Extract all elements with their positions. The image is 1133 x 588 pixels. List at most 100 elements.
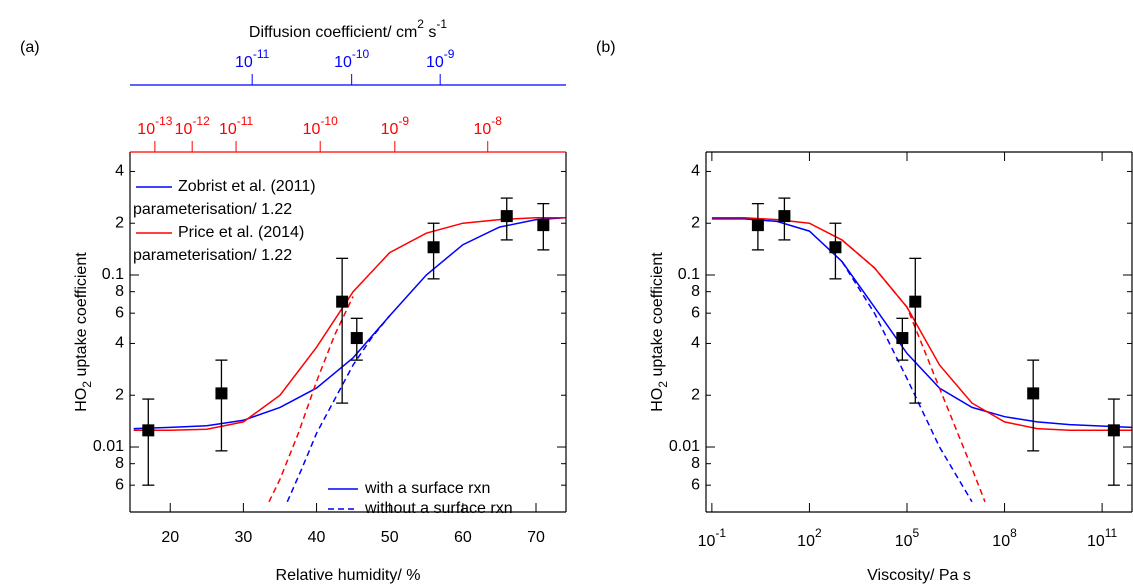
legend-label: parameterisation/ 1.22: [133, 247, 292, 264]
y-axis-label-part: 2: [656, 381, 670, 388]
data-point: [350, 332, 363, 345]
y-tick-label: 8: [115, 455, 124, 472]
x-tick-label-part: 8: [1010, 526, 1017, 540]
x-tick-label-part: 10: [895, 533, 913, 550]
x-tick-label: 1011: [1087, 526, 1118, 550]
x-tick-label-part: 10: [992, 533, 1010, 550]
data-point: [142, 424, 155, 437]
y-axis-label-part: uptake coefficient: [649, 252, 666, 381]
top-axis-tick-label-part: -11: [253, 47, 270, 61]
x-tick-label-part: 5: [913, 526, 920, 540]
legend-label: Zobrist et al. (2011): [178, 178, 316, 195]
model-curve: [133, 217, 566, 432]
model-curve: [841, 261, 973, 503]
model-curve: [841, 239, 986, 503]
top-axis-tick-label-part: 10: [426, 54, 444, 71]
y-tick-label: 0.1: [678, 266, 700, 283]
x-tick-label: 105: [895, 526, 920, 550]
top-axis-title-part: s: [424, 24, 436, 41]
top-axis-tick-label-part: -10: [352, 47, 370, 61]
data-point: [427, 241, 440, 254]
y-tick-label: 6: [115, 304, 124, 321]
y-axis-label: HO2 uptake coefficient: [73, 252, 94, 412]
top-axis-title: Diffusion coefficient/ cm2 s-1: [249, 17, 448, 41]
data-point: [778, 210, 791, 223]
top-axis-tick-label-part: -13: [155, 114, 173, 128]
x-axis-label: Viscosity/ Pa s: [867, 567, 971, 584]
top-axis-tick-label: 10-8: [473, 114, 502, 138]
top-axis-tick-label: 10-12: [175, 114, 210, 138]
top-axis-tick-label: 10-11: [235, 47, 270, 71]
top-axis-tick-label-part: 10: [381, 121, 399, 138]
y-axis-label: HO2 uptake coefficient: [649, 252, 670, 412]
data-point: [909, 295, 922, 308]
legend-label: Price et al. (2014): [178, 224, 304, 241]
y-tick-label: 4: [691, 335, 700, 352]
top-axis-title-part: -1: [436, 17, 447, 31]
x-tick-label-part: 10: [698, 533, 716, 550]
x-tick-label: 40: [308, 529, 326, 546]
model-curve: [711, 217, 1132, 432]
x-tick-label: 20: [161, 529, 179, 546]
top-axis-tick-label-part: -11: [237, 114, 254, 128]
y-tick-label: 0.01: [93, 438, 124, 455]
top-axis-tick-label: 10-13: [137, 114, 172, 138]
y-axis-label-part: HO: [649, 388, 666, 412]
y-tick-label: 6: [691, 304, 700, 321]
data-point: [751, 219, 764, 232]
model-curve: [268, 296, 354, 503]
y-tick-label: 2: [115, 386, 124, 403]
top-axis-title-part: Diffusion coefficient/ cm: [249, 24, 417, 41]
x-tick-label-part: 2: [815, 526, 822, 540]
y-tick-label: 4: [115, 163, 124, 180]
data-point: [336, 295, 349, 308]
top-axis-tick-label-part: -9: [398, 114, 409, 128]
data-point: [1027, 387, 1040, 400]
y-tick-label: 8: [115, 283, 124, 300]
y-tick-label: 2: [115, 214, 124, 231]
top-axis-tick-label-part: 10: [219, 121, 237, 138]
x-tick-label: 102: [797, 526, 822, 550]
model-curve: [133, 217, 566, 430]
y-tick-label: 6: [691, 476, 700, 493]
y-tick-label: 6: [115, 476, 124, 493]
data-point: [829, 241, 842, 254]
x-tick-label: 30: [234, 529, 252, 546]
top-axis-tick-label-part: -9: [444, 47, 455, 61]
x-tick-label-part: 10: [1087, 533, 1105, 550]
legend-label: parameterisation/ 1.22: [133, 201, 292, 218]
top-axis-tick-label: 10-10: [334, 47, 369, 71]
top-axis-tick-label-part: 10: [137, 121, 155, 138]
data-point: [215, 387, 228, 400]
x-tick-label: 108: [992, 526, 1017, 550]
x-tick-label: 50: [381, 529, 399, 546]
legend-label: without a surface rxn: [364, 500, 513, 517]
top-axis-tick-label-part: 10: [303, 121, 321, 138]
model-curve: [711, 218, 1132, 429]
x-tick-label: 70: [527, 529, 545, 546]
data-point: [500, 210, 513, 223]
x-tick-label-part: 10: [797, 533, 815, 550]
top-axis-tick-label-part: -8: [491, 114, 502, 128]
x-tick-label: 10-1: [698, 526, 727, 550]
top-axis-tick-label-part: 10: [473, 121, 491, 138]
data-point: [896, 332, 909, 345]
top-axis-tick-label-part: -10: [320, 114, 338, 128]
top-axis-tick-label-part: -12: [192, 114, 210, 128]
top-axis-title-part: 2: [417, 17, 424, 31]
y-tick-label: 0.1: [102, 266, 124, 283]
model-curve: [286, 315, 391, 503]
y-axis-label-part: HO: [73, 388, 90, 412]
y-tick-label: 8: [691, 283, 700, 300]
y-axis-label-part: uptake coefficient: [73, 252, 90, 381]
y-tick-label: 0.01: [669, 438, 700, 455]
x-axis-label: Relative humidity/ %: [276, 567, 421, 584]
panel-label: (b): [596, 39, 616, 56]
y-axis-label-part: 2: [80, 381, 94, 388]
panel-label: (a): [20, 39, 40, 56]
x-tick-label: 60: [454, 529, 472, 546]
y-tick-label: 2: [691, 386, 700, 403]
x-tick-label-part: 11: [1105, 526, 1118, 540]
data-point: [537, 219, 550, 232]
